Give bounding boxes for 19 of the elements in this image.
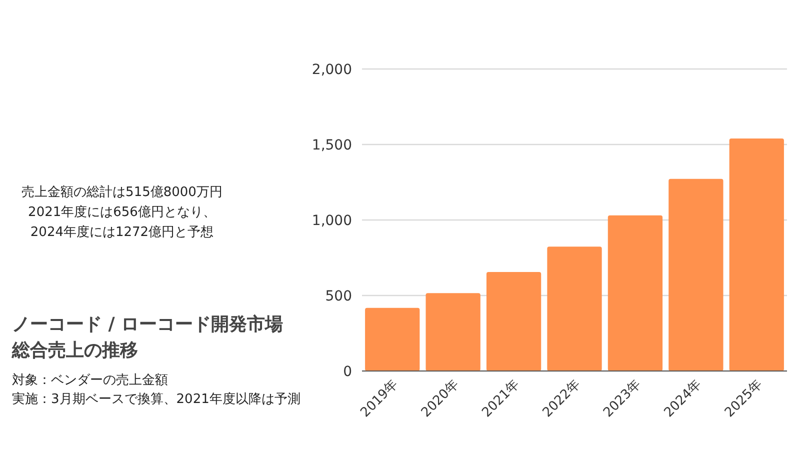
text: 総合売上の推移 <box>11 340 138 361</box>
text: 2021年度には656億円となり、 <box>28 204 216 220</box>
text: 対象：ベンダーの売上金額 <box>12 372 168 388</box>
y-tick-label: 500 <box>325 288 352 304</box>
text: 売上金額の総計は515億8000万円 <box>22 185 222 200</box>
bar <box>365 308 420 371</box>
text: ノーコード / ローコード開発市場 <box>12 314 284 335</box>
bar <box>486 272 542 371</box>
bar <box>729 138 784 371</box>
bar <box>668 178 724 371</box>
y-tick-label: 2,000 <box>312 62 352 78</box>
y-tick-label: 1,500 <box>312 138 352 154</box>
y-tick-label: 1,000 <box>312 213 352 229</box>
y-tick-label: 0 <box>343 364 352 380</box>
text: 実施：3月期ベースで換算、2021年度以降は予測 <box>12 391 300 407</box>
bar <box>547 246 602 371</box>
bar <box>426 293 480 371</box>
text: 2024年度には1272億円と予想 <box>30 224 214 240</box>
bar <box>608 215 663 371</box>
